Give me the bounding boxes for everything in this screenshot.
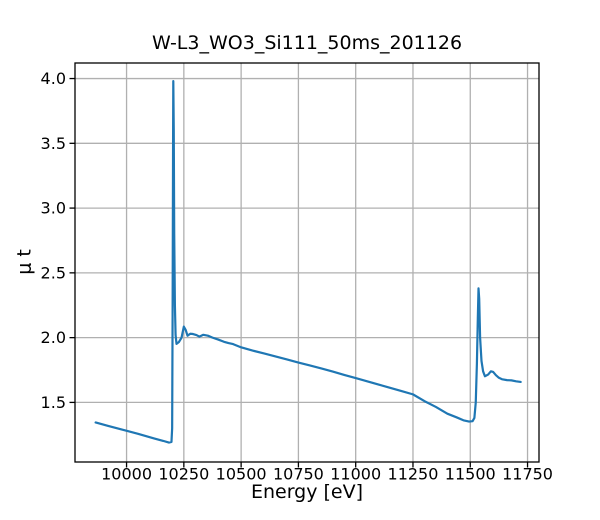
x-tick-label: 11750 bbox=[502, 465, 553, 484]
y-tick-label: 3.0 bbox=[41, 199, 66, 218]
x-tick-label: 11000 bbox=[330, 465, 381, 484]
x-tick-label: 11500 bbox=[445, 465, 496, 484]
y-tick-label: 1.5 bbox=[41, 393, 66, 412]
y-tick-label: 2.5 bbox=[41, 263, 66, 282]
x-tick-label: 10250 bbox=[158, 465, 209, 484]
y-axis-label: μ t bbox=[13, 249, 36, 275]
x-tick-label: 11250 bbox=[388, 465, 439, 484]
chart-title: W-L3_WO3_Si111_50ms_201126 bbox=[151, 32, 463, 54]
x-tick-label: 10000 bbox=[101, 465, 152, 484]
y-tick-label: 3.5 bbox=[41, 134, 66, 153]
plot-frame bbox=[74, 62, 540, 463]
y-tick-label: 2.0 bbox=[41, 328, 66, 347]
spectrum-line bbox=[94, 80, 522, 444]
y-tick-label: 4.0 bbox=[41, 69, 66, 88]
x-tick-label: 10500 bbox=[216, 465, 267, 484]
x-axis-label: Energy [eV] bbox=[250, 481, 364, 503]
x-tick-label: 10750 bbox=[273, 465, 324, 484]
